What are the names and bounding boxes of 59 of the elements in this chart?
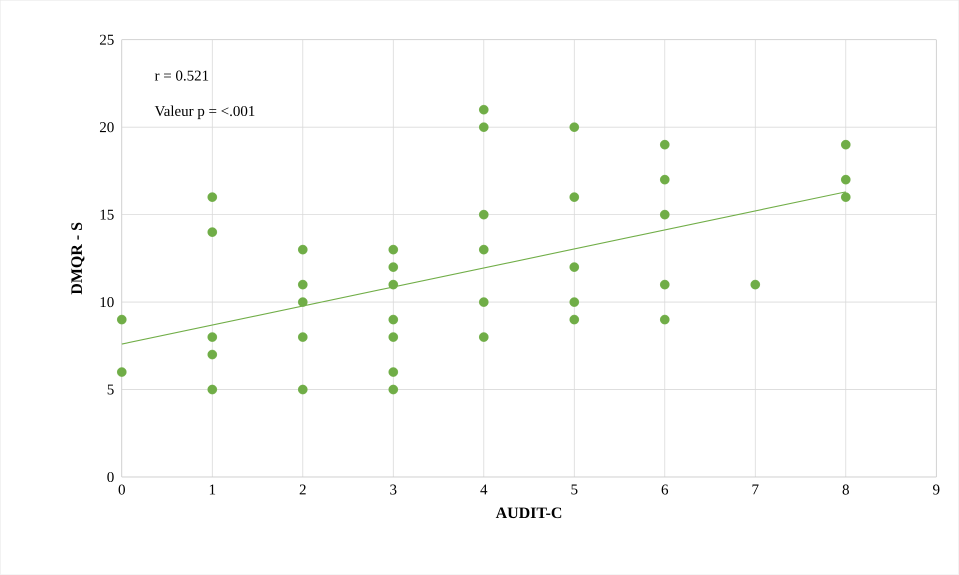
x-tick-label: 3: [390, 484, 396, 495]
point: [388, 332, 398, 342]
x-tick-label: 4: [480, 484, 488, 494]
y-tick-label: 25: [100, 34, 114, 45]
x-tick-label: 9: [933, 484, 940, 495]
point: [569, 122, 580, 132]
point: [207, 192, 218, 202]
x-tick-label: 6: [662, 484, 668, 495]
point: [478, 105, 489, 115]
point: [207, 350, 218, 360]
point: [207, 384, 218, 394]
point: [388, 262, 398, 272]
point: [660, 210, 670, 220]
point: [207, 227, 218, 238]
point: [478, 122, 489, 132]
x-tick-label: 7: [752, 484, 759, 494]
point: [569, 262, 580, 272]
point: [840, 140, 851, 150]
annotation: Valeur p = <.001: [154, 106, 254, 120]
point: [478, 332, 489, 342]
point: [478, 297, 489, 308]
point: [388, 244, 398, 255]
point: [660, 174, 670, 185]
point: [569, 297, 580, 308]
point: [478, 244, 489, 255]
point: [388, 280, 398, 290]
point: [207, 332, 218, 342]
x-tick-label: 0: [118, 484, 125, 495]
point: [298, 297, 308, 308]
point: [840, 192, 851, 202]
x-axis-title: AUDIT-C: [496, 508, 562, 518]
point: [750, 280, 760, 290]
point: [298, 332, 308, 342]
point: [660, 314, 670, 325]
point: [116, 367, 127, 377]
point: [116, 314, 127, 325]
point: [388, 384, 398, 394]
x-tick-label: 2: [300, 484, 306, 495]
y-tick-label: 20: [100, 122, 114, 132]
point: [660, 140, 670, 150]
y-tick-label: 15: [100, 210, 114, 220]
annotation: r = 0.521: [154, 70, 208, 81]
y-tick-label: 5: [108, 384, 114, 395]
point: [298, 244, 308, 255]
y-tick-label: 0: [107, 472, 114, 482]
point: [388, 367, 398, 377]
point: [388, 314, 398, 325]
y-tick-label: 10: [100, 297, 114, 308]
x-tick-label: 5: [571, 484, 578, 495]
point: [478, 210, 489, 220]
x-tick-label: 8: [842, 484, 849, 495]
point: [298, 384, 308, 394]
point: [660, 280, 670, 290]
point: [840, 174, 851, 185]
point: [569, 192, 580, 202]
x-tick-label: 1: [210, 484, 216, 495]
point: [569, 314, 580, 325]
y-axis-title: DMQR - S: [71, 222, 84, 295]
point: [298, 280, 308, 290]
